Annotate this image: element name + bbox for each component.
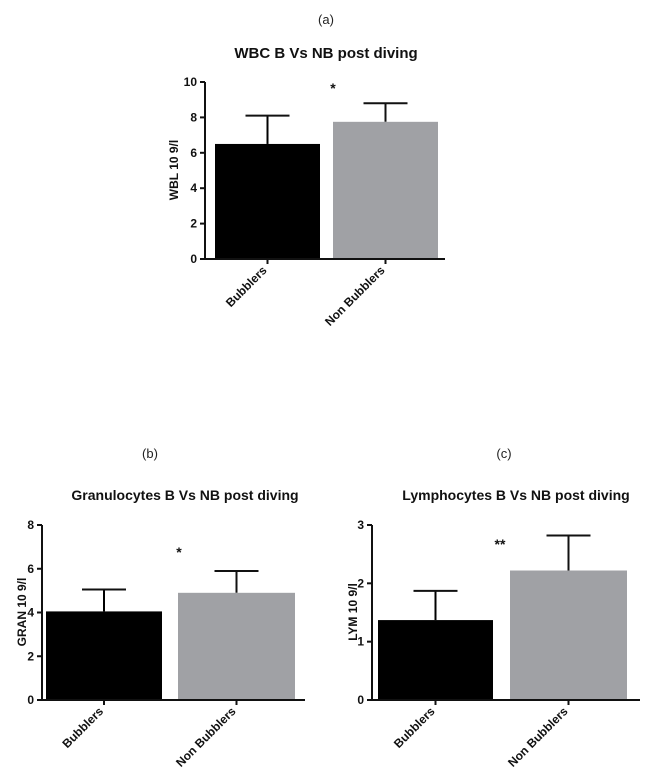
bar-lymphocytes-1 [510, 570, 627, 700]
panel-label-b: (b) [142, 446, 158, 461]
y-tick-label-lymphocytes-0: 0 [357, 693, 364, 707]
chart-title-wbc: WBC B Vs NB post diving [234, 45, 417, 62]
panel-label-a: (a) [318, 12, 334, 27]
y-tick-label-wbc-1: 2 [190, 217, 197, 231]
bar-wbc-0 [215, 143, 320, 259]
significance-marker-granulocytes: * [176, 544, 182, 560]
x-tick-label-wbc-1: Non Bubblers [322, 263, 388, 329]
significance-marker-lymphocytes: ** [495, 536, 506, 552]
chart-title-granulocytes: Granulocytes B Vs NB post diving [71, 487, 298, 503]
y-tick-label-wbc-0: 0 [190, 252, 197, 266]
significance-marker-wbc: * [330, 80, 336, 96]
bar-wbc-1 [333, 121, 438, 259]
error-bar-wbc-0 [245, 114, 290, 144]
bar-granulocytes-1 [178, 592, 295, 700]
y-axis-label-lymphocytes: LYM 10 9/l [346, 583, 360, 641]
x-tick-label-lymphocytes-1: Non Bubblers [505, 704, 571, 770]
chart-lymphocytes: (c) Lymphocytes B Vs NB post diving LYM … [346, 446, 640, 770]
y-tick-label-granulocytes-3: 6 [27, 562, 34, 576]
y-tick-label-wbc-3: 6 [190, 146, 197, 160]
x-tick-label-granulocytes-0: Bubblers [59, 704, 106, 751]
error-bar-granulocytes-0 [82, 588, 126, 612]
chart-wbc: (a) WBC B Vs NB post diving WBL 10 9/l *… [167, 12, 445, 329]
y-axis-label-granulocytes: GRAN 10 9/l [15, 578, 29, 647]
chart-title-lymphocytes: Lymphocytes B Vs NB post diving [402, 487, 629, 503]
error-bar-granulocytes-1 [214, 569, 259, 593]
x-tick-label-wbc-0: Bubblers [223, 263, 270, 310]
x-tick-label-lymphocytes-0: Bubblers [391, 704, 438, 751]
y-axis-label-wbc: WBL 10 9/l [167, 140, 181, 200]
y-tick-label-granulocytes-0: 0 [27, 693, 34, 707]
error-bar-lymphocytes-0 [413, 589, 458, 621]
y-tick-label-granulocytes-1: 2 [27, 649, 34, 663]
y-tick-label-lymphocytes-1: 1 [357, 635, 364, 649]
error-bar-lymphocytes-1 [546, 534, 591, 571]
panel-label-c: (c) [496, 446, 511, 461]
bar-lymphocytes-0 [378, 620, 493, 700]
y-tick-label-granulocytes-4: 8 [27, 518, 34, 532]
chart-granulocytes: (b) Granulocytes B Vs NB post diving GRA… [15, 446, 305, 770]
y-tick-label-wbc-4: 8 [190, 110, 197, 124]
bar-granulocytes-0 [46, 611, 162, 700]
y-tick-label-wbc-2: 4 [190, 181, 197, 195]
y-tick-label-granulocytes-2: 4 [27, 606, 34, 620]
x-tick-label-granulocytes-1: Non Bubblers [173, 704, 239, 770]
y-tick-label-lymphocytes-3: 3 [357, 518, 364, 532]
error-bar-wbc-1 [363, 102, 408, 122]
y-tick-label-lymphocytes-2: 2 [357, 576, 364, 590]
y-tick-label-wbc-5: 10 [184, 75, 198, 89]
